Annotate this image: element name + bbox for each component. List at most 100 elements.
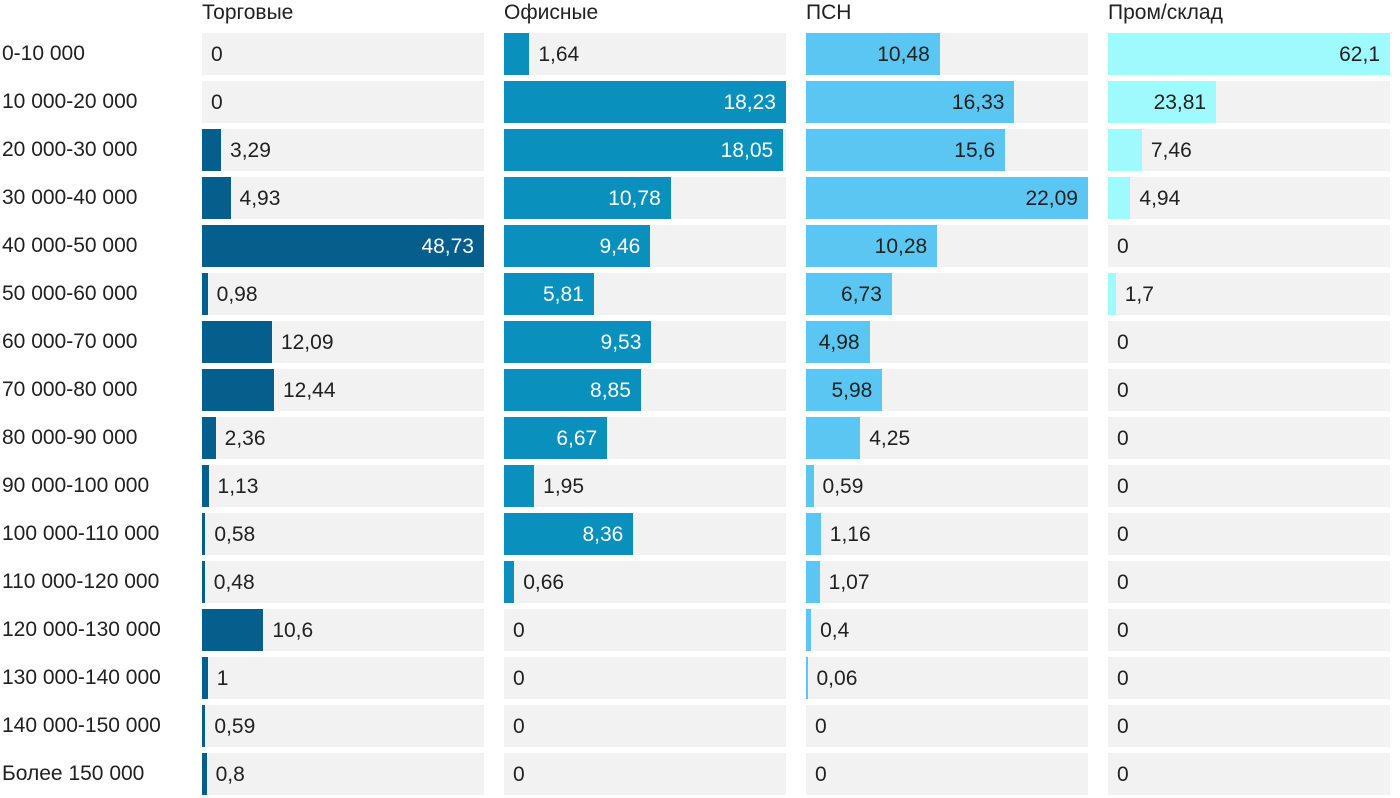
bar-value-label: 0,66 bbox=[523, 571, 565, 594]
chart-row: 20 000-30 000 3,29 18,05 15,6 7,46 bbox=[0, 126, 1400, 174]
bar bbox=[806, 273, 892, 315]
bar bbox=[202, 225, 484, 267]
bar-track: 1,16 bbox=[806, 513, 1088, 555]
bar-value-label: 8,85 bbox=[590, 379, 631, 402]
bar-track: 0 bbox=[806, 705, 1088, 747]
bar-track: 0,98 bbox=[202, 273, 484, 315]
bar bbox=[1108, 33, 1390, 75]
bar-value-label: 0 bbox=[815, 763, 827, 786]
bar bbox=[504, 225, 651, 267]
bar-track: 0 bbox=[504, 705, 786, 747]
bar-track: 4,25 bbox=[806, 417, 1088, 459]
bar bbox=[806, 321, 870, 363]
bar-value-label: 0,4 bbox=[820, 619, 850, 642]
row-label: 70 000-80 000 bbox=[2, 378, 138, 401]
row-label: 110 000-120 000 bbox=[2, 570, 160, 593]
bar bbox=[806, 657, 808, 699]
row-label: Более 150 000 bbox=[2, 762, 145, 785]
chart-row: 50 000-60 000 0,98 5,81 6,73 1,7 bbox=[0, 270, 1400, 318]
bar-value-label: 1 bbox=[216, 667, 229, 690]
bar-track: 0 bbox=[1108, 417, 1390, 459]
bar bbox=[1108, 129, 1142, 171]
bar-value-label: 0 bbox=[1117, 619, 1129, 642]
bar-track: 10,28 bbox=[806, 225, 1088, 267]
bar-value-label: 4,98 bbox=[818, 331, 860, 354]
bar-track: 0,66 bbox=[504, 561, 786, 603]
bar bbox=[1108, 273, 1116, 315]
bar-track: 10,78 bbox=[504, 177, 786, 219]
bar-track: 0 bbox=[1108, 513, 1390, 555]
bar-value-label: 0 bbox=[211, 91, 223, 114]
chart-row: 70 000-80 000 12,44 8,85 5,98 0 bbox=[0, 366, 1400, 414]
bar-value-label: 0,59 bbox=[214, 715, 256, 738]
bar-track: 0,48 bbox=[202, 561, 484, 603]
bar bbox=[202, 177, 231, 219]
chart-row: 30 000-40 000 4,93 10,78 22,09 4,94 bbox=[0, 174, 1400, 222]
bar bbox=[806, 561, 820, 603]
bar-track: 0,58 bbox=[202, 513, 484, 555]
bar-track: 22,09 bbox=[806, 177, 1088, 219]
bar-value-label: 3,29 bbox=[230, 139, 271, 162]
bar-value-label: 1,13 bbox=[217, 475, 259, 498]
bar-value-label: 0 bbox=[1117, 379, 1129, 402]
bar bbox=[806, 513, 821, 555]
chart-row: 60 000-70 000 12,09 9,53 4,98 0 bbox=[0, 318, 1400, 366]
bar-track: 4,98 bbox=[806, 321, 1088, 363]
bar bbox=[202, 753, 207, 795]
bar-track: 2,36 bbox=[202, 417, 484, 459]
bar-value-label: 0,59 bbox=[822, 475, 864, 498]
bar bbox=[806, 369, 883, 411]
bar-track: 4,94 bbox=[1108, 177, 1390, 219]
bar-track: 5,81 bbox=[504, 273, 786, 315]
bar-track: 0,4 bbox=[806, 609, 1088, 651]
bar-value-label: 1,95 bbox=[543, 475, 585, 498]
bar-value-label: 1,64 bbox=[538, 43, 580, 66]
chart-row: 10 000-20 000 0 18,23 16,33 23,81 bbox=[0, 78, 1400, 126]
row-label: 60 000-70 000 bbox=[2, 330, 138, 353]
row-label: 80 000-90 000 bbox=[2, 426, 138, 449]
bar-value-label: 0,8 bbox=[215, 763, 245, 786]
row-label: 50 000-60 000 bbox=[2, 282, 138, 305]
bar-track: 3,29 bbox=[202, 129, 484, 171]
bar-value-label: 0 bbox=[1117, 331, 1129, 354]
row-label: 130 000-140 000 bbox=[2, 666, 161, 689]
bar-track: 23,81 bbox=[1108, 81, 1390, 123]
bar bbox=[202, 561, 205, 603]
row-label: 40 000-50 000 bbox=[2, 234, 138, 257]
bar-value-label: 0 bbox=[513, 763, 525, 786]
row-label: 120 000-130 000 bbox=[2, 618, 161, 641]
bar-value-label: 2,36 bbox=[224, 427, 266, 450]
bar-value-label: 12,09 bbox=[280, 331, 334, 354]
bar-value-label: 0 bbox=[211, 43, 223, 66]
bar-track: 0 bbox=[202, 81, 484, 123]
bar-track: 0,59 bbox=[202, 705, 484, 747]
bar bbox=[806, 177, 1088, 219]
bar-value-label: 0 bbox=[1117, 427, 1129, 450]
bar-track: 16,33 bbox=[806, 81, 1088, 123]
bar-track: 9,46 bbox=[504, 225, 786, 267]
chart-row: 140 000-150 000 0,59 0 0 0 bbox=[0, 702, 1400, 750]
bar bbox=[504, 177, 671, 219]
bar-track: 0,8 bbox=[202, 753, 484, 795]
bar-value-label: 0,48 bbox=[213, 571, 255, 594]
bar bbox=[202, 657, 208, 699]
row-label: 0-10 000 bbox=[2, 42, 85, 65]
bar-value-label: 0 bbox=[1117, 571, 1129, 594]
bar bbox=[202, 129, 222, 171]
bar-value-label: 48,73 bbox=[421, 235, 474, 258]
bar-track: 0 bbox=[1108, 657, 1390, 699]
bar-value-label: 0 bbox=[513, 715, 525, 738]
bar-value-label: 6,67 bbox=[556, 427, 598, 450]
bar-value-label: 0 bbox=[1117, 715, 1129, 738]
bar-track: 1 bbox=[202, 657, 484, 699]
bar-value-label: 0 bbox=[1117, 667, 1129, 690]
row-label: 140 000-150 000 bbox=[2, 714, 161, 737]
bar bbox=[806, 81, 1015, 123]
bar-value-label: 1,07 bbox=[828, 571, 870, 594]
bar-value-label: 0 bbox=[1117, 763, 1129, 786]
bar-track: 62,1 bbox=[1108, 33, 1390, 75]
bar-value-label: 0 bbox=[815, 715, 827, 738]
chart-row: 40 000-50 000 48,73 9,46 10,28 0 bbox=[0, 222, 1400, 270]
bar-track: 0 bbox=[1108, 465, 1390, 507]
bar-track: 0 bbox=[504, 657, 786, 699]
